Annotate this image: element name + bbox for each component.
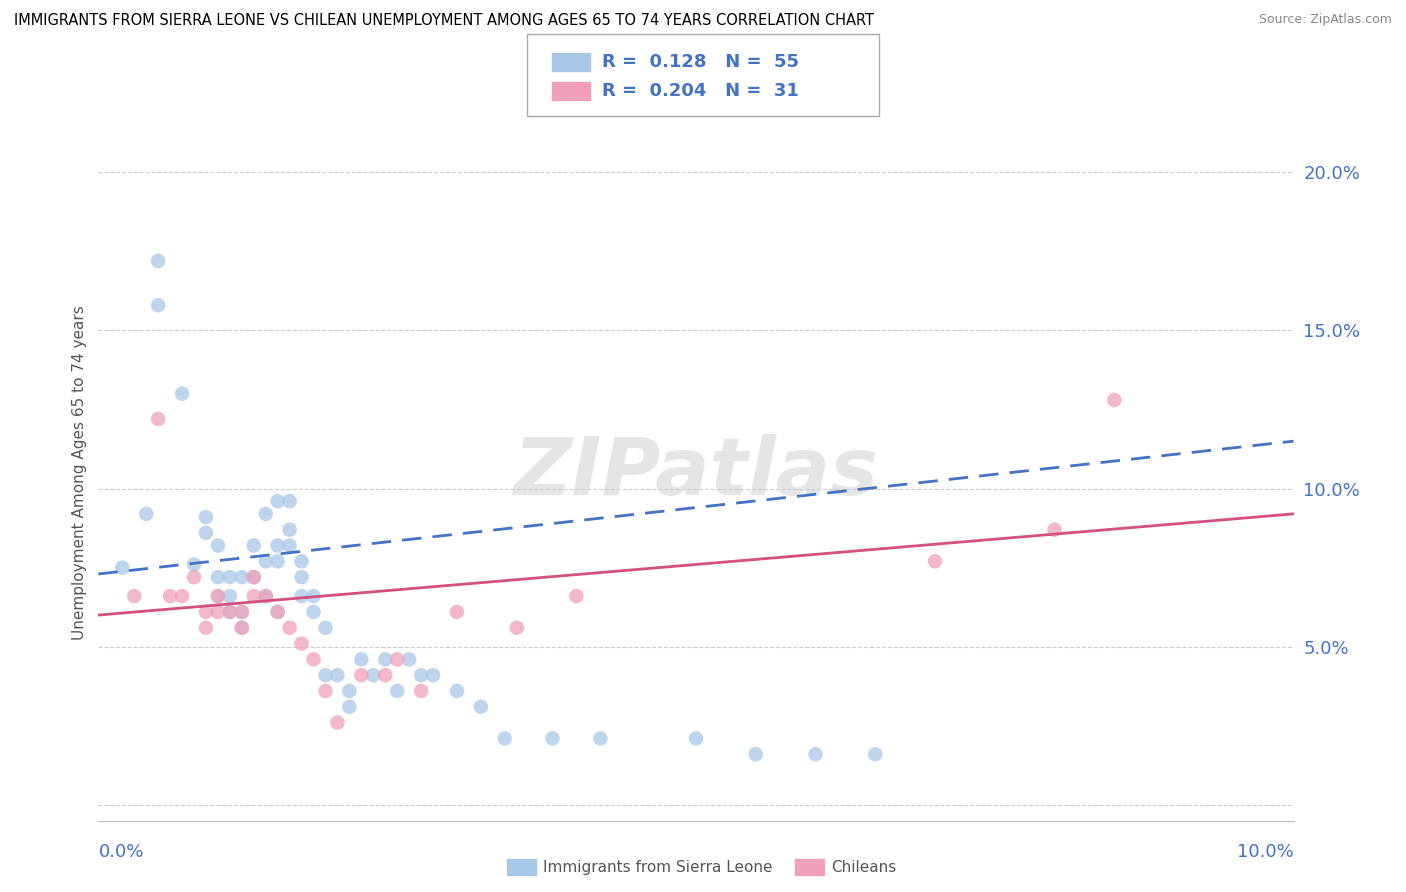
Point	[290, 589, 312, 603]
Point	[243, 589, 266, 603]
Point	[865, 747, 887, 762]
Point	[924, 554, 946, 568]
Point	[231, 605, 253, 619]
Point	[194, 621, 218, 635]
Point	[350, 652, 373, 666]
Point	[219, 605, 242, 619]
Point	[278, 523, 301, 537]
Point	[326, 715, 349, 730]
Text: 10.0%: 10.0%	[1237, 843, 1294, 861]
Point	[315, 668, 337, 682]
Point	[315, 621, 337, 635]
Point	[685, 731, 707, 746]
Point	[207, 605, 229, 619]
Point	[254, 589, 277, 603]
Point	[278, 494, 301, 508]
Point	[254, 507, 277, 521]
Point	[363, 668, 385, 682]
Text: Chileans: Chileans	[831, 860, 896, 874]
Text: R =  0.204   N =  31: R = 0.204 N = 31	[602, 82, 799, 100]
Point	[267, 605, 290, 619]
Point	[374, 652, 396, 666]
Point	[278, 539, 301, 553]
Point	[385, 652, 409, 666]
Point	[219, 570, 242, 584]
Point	[745, 747, 768, 762]
Point	[231, 621, 253, 635]
Point	[267, 539, 290, 553]
Point	[446, 605, 468, 619]
Point	[267, 554, 290, 568]
Point	[506, 621, 529, 635]
Point	[135, 507, 157, 521]
Point	[219, 605, 242, 619]
Point	[172, 386, 194, 401]
Point	[1104, 392, 1126, 407]
Point	[243, 570, 266, 584]
Text: IMMIGRANTS FROM SIERRA LEONE VS CHILEAN UNEMPLOYMENT AMONG AGES 65 TO 74 YEARS C: IMMIGRANTS FROM SIERRA LEONE VS CHILEAN …	[14, 13, 875, 29]
Point	[470, 699, 492, 714]
Point	[183, 570, 205, 584]
Point	[422, 668, 444, 682]
Text: ZIPatlas: ZIPatlas	[513, 434, 879, 512]
Point	[194, 525, 218, 540]
Point	[290, 636, 312, 650]
Point	[385, 684, 409, 698]
Point	[207, 570, 229, 584]
Point	[541, 731, 564, 746]
Point	[124, 589, 146, 603]
Y-axis label: Unemployment Among Ages 65 to 74 years: Unemployment Among Ages 65 to 74 years	[72, 305, 87, 640]
Point	[254, 554, 277, 568]
Point	[339, 699, 360, 714]
Point	[411, 684, 433, 698]
Point	[111, 560, 134, 574]
Point	[243, 539, 266, 553]
Point	[374, 668, 396, 682]
Point	[194, 605, 218, 619]
Point	[302, 605, 325, 619]
Point	[804, 747, 827, 762]
Point	[302, 652, 325, 666]
Point	[411, 668, 433, 682]
Point	[148, 412, 170, 426]
Point	[183, 558, 205, 572]
Point	[267, 605, 290, 619]
Point	[231, 621, 253, 635]
Point	[172, 589, 194, 603]
Text: Source: ZipAtlas.com: Source: ZipAtlas.com	[1258, 13, 1392, 27]
Point	[219, 589, 242, 603]
Point	[315, 684, 337, 698]
Point	[267, 494, 290, 508]
Point	[207, 589, 229, 603]
Point	[231, 605, 253, 619]
Point	[302, 589, 325, 603]
Point	[446, 684, 468, 698]
Point	[207, 589, 229, 603]
Point	[290, 554, 312, 568]
Point	[565, 589, 588, 603]
Point	[148, 298, 170, 312]
Point	[159, 589, 181, 603]
Point	[278, 621, 301, 635]
Point	[1043, 523, 1066, 537]
Point	[339, 684, 360, 698]
Point	[589, 731, 612, 746]
Text: 0.0%: 0.0%	[98, 843, 143, 861]
Point	[398, 652, 420, 666]
Point	[326, 668, 349, 682]
Point	[350, 668, 373, 682]
Text: Immigrants from Sierra Leone: Immigrants from Sierra Leone	[543, 860, 772, 874]
Point	[290, 570, 312, 584]
Point	[207, 539, 229, 553]
Point	[231, 570, 253, 584]
Point	[254, 589, 277, 603]
Text: R =  0.128   N =  55: R = 0.128 N = 55	[602, 53, 799, 70]
Point	[243, 570, 266, 584]
Point	[148, 253, 170, 268]
Point	[494, 731, 516, 746]
Point	[194, 510, 218, 524]
